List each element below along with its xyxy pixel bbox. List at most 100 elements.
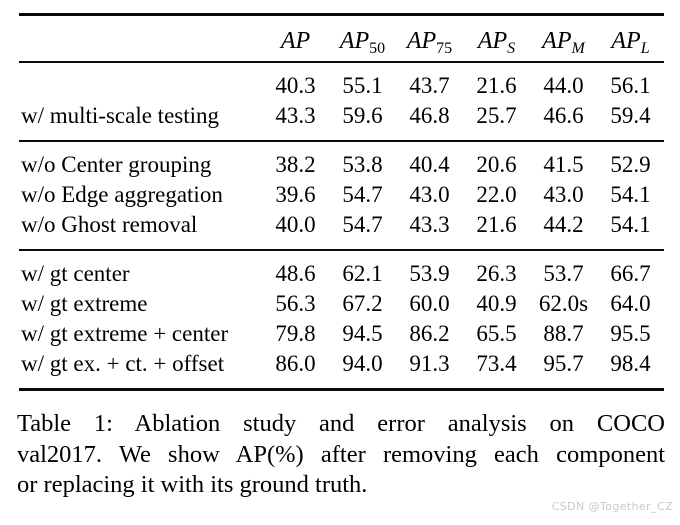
group-ground-truth: w/ gt center 48.6 62.1 53.9 26.3 53.7 66… [19, 250, 664, 390]
corner-cell [19, 15, 262, 63]
cell-value: 86.2 [409, 321, 450, 346]
cell-value: 22.0 [476, 182, 517, 207]
cell-value: 41.5 [543, 152, 584, 177]
cell-value: 44.2 [543, 212, 584, 237]
table-row: w/ gt extreme + center 79.8 94.5 86.2 65… [19, 319, 664, 349]
table-row: w/ gt center 48.6 62.1 53.9 26.3 53.7 66… [19, 250, 664, 289]
cell-value: 53.9 [409, 261, 450, 286]
cell-value: 79.8 [275, 321, 316, 346]
cell-value: 25.7 [476, 103, 517, 128]
table-row: w/o Ghost removal 40.0 54.7 43.3 21.6 44… [19, 210, 664, 250]
header-subscript: 50 [369, 40, 386, 57]
cell-value: 60.0 [409, 291, 450, 316]
row-label: w/o Edge aggregation [21, 182, 223, 207]
cell-value: 88.7 [543, 321, 584, 346]
cell-value: 54.1 [610, 212, 651, 237]
header-base: AP [406, 28, 437, 54]
cell-value: 53.7 [543, 261, 584, 286]
table-row: w/ gt ex. + ct. + offset 86.0 94.0 91.3 … [19, 349, 664, 390]
header-base: AP [280, 28, 311, 54]
cell-value: 54.7 [342, 182, 383, 207]
row-label [19, 62, 262, 101]
header-row: AP AP50 AP75 APS APM APL [19, 15, 664, 63]
cell-value: 40.3 [275, 73, 316, 98]
cell-value: 94.5 [342, 321, 383, 346]
column-header-ap: AP [262, 15, 329, 63]
header-subscript: 75 [436, 40, 453, 57]
header-base: AP [477, 28, 508, 54]
row-label: w/ gt center [21, 261, 130, 286]
cell-value: 21.6 [476, 212, 517, 237]
caption-line: val2017. We show AP(%) after removing ea… [17, 440, 665, 468]
cell-value: 20.6 [476, 152, 517, 177]
cell-value: 64.0 [610, 291, 651, 316]
cell-value: 86.0 [275, 351, 316, 376]
cell-value: 94.0 [342, 351, 383, 376]
cell-value: 46.6 [543, 103, 584, 128]
cell-value: 40.4 [409, 152, 450, 177]
column-header-aps: APS [463, 15, 530, 63]
cell-value: 40.9 [476, 291, 517, 316]
cell-value: 66.7 [610, 261, 651, 286]
cell-value: 52.9 [610, 152, 651, 177]
cell-value: 39.6 [275, 182, 316, 207]
cell-value: 95.5 [610, 321, 651, 346]
group-baseline: 40.3 55.1 43.7 21.6 44.0 56.1 w/ multi-s… [19, 62, 664, 141]
cell-value: 26.3 [476, 261, 517, 286]
caption-line: Table 1: Ablation study and error analys… [17, 410, 665, 437]
table-caption: Table 1: Ablation study and error analys… [17, 409, 665, 501]
cell-value: 43.3 [409, 212, 450, 237]
csdn-watermark: CSDN @Together_CZ [551, 500, 673, 513]
header-base: AP [611, 28, 641, 54]
cell-value: 43.0 [409, 182, 450, 207]
cell-value: 40.0 [275, 212, 316, 237]
caption-line: or replacing it with its ground truth. [17, 471, 368, 498]
cell-value: 44.0 [543, 73, 584, 98]
cell-value: 95.7 [543, 351, 584, 376]
column-header-apl: APL [597, 15, 664, 63]
header-base: AP [339, 28, 370, 54]
column-header-ap50: AP50 [329, 15, 396, 63]
cell-value: 62.1 [342, 261, 383, 286]
row-label: w/ gt extreme + center [21, 321, 229, 346]
cell-value: 59.4 [610, 103, 651, 128]
ablation-table: AP AP50 AP75 APS APM APL 40.3 55.1 43.7 … [19, 13, 664, 391]
cell-value: 46.8 [409, 103, 450, 128]
row-label: w/o Ghost removal [21, 212, 198, 237]
cell-value: 67.2 [342, 291, 383, 316]
cell-value: 21.6 [476, 73, 517, 98]
row-label: w/ gt extreme [21, 291, 148, 316]
row-label: w/ multi-scale testing [21, 103, 220, 128]
cell-value: 38.2 [275, 152, 316, 177]
cell-value: 54.1 [610, 182, 651, 207]
header-subscript: M [571, 40, 585, 57]
cell-value: 55.1 [342, 73, 383, 98]
cell-value: 91.3 [409, 351, 450, 376]
table-row: w/ gt extreme 56.3 67.2 60.0 40.9 62.0s … [19, 289, 664, 319]
cell-value: 53.8 [342, 152, 383, 177]
cell-value: 59.6 [342, 103, 383, 128]
column-header-apm: APM [530, 15, 597, 63]
cell-value: 43.3 [275, 103, 316, 128]
header-subscript: L [640, 40, 650, 57]
header-base: AP [542, 28, 572, 54]
cell-value: 54.7 [342, 212, 383, 237]
cell-value: 56.3 [275, 291, 316, 316]
row-label: w/ gt ex. + ct. + offset [21, 351, 225, 376]
cell-value: 43.0 [543, 182, 584, 207]
cell-value: 48.6 [275, 261, 316, 286]
table-row: w/o Center grouping 38.2 53.8 40.4 20.6 … [19, 141, 664, 180]
table-row: w/ multi-scale testing 43.3 59.6 46.8 25… [19, 101, 664, 141]
cell-value: 65.5 [476, 321, 517, 346]
table-row: w/o Edge aggregation 39.6 54.7 43.0 22.0… [19, 180, 664, 210]
cell-value: 73.4 [476, 351, 517, 376]
cell-value: 56.1 [610, 73, 651, 98]
cell-value: 43.7 [409, 73, 450, 98]
group-without-components: w/o Center grouping 38.2 53.8 40.4 20.6 … [19, 141, 664, 250]
cell-value: 98.4 [610, 351, 651, 376]
table-row: 40.3 55.1 43.7 21.6 44.0 56.1 [19, 62, 664, 101]
row-label: w/o Center grouping [21, 152, 212, 177]
cell-value: 62.0s [538, 291, 589, 316]
header-subscript: S [507, 40, 516, 57]
